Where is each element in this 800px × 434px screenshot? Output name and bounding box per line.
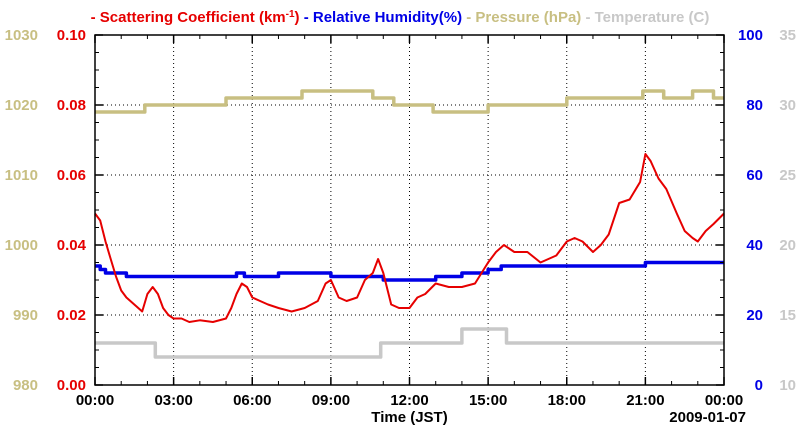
scattering-tick-label: 0.04 [57,237,87,254]
x-tick-label: 18:00 [548,392,586,409]
legend-superscript: -1 [286,9,295,20]
humidity-tick-label: 40 [746,237,763,254]
x-tick-label: 00:00 [76,392,114,409]
legend-entry: - Temperature (C) [581,9,709,26]
legend-suffix: ) [295,9,300,26]
x-tick-label: 03:00 [154,392,192,409]
pressure-tick-label: 980 [13,377,38,394]
humidity-tick-label: 80 [746,97,763,114]
date-label: 2009-01-07 [669,409,746,426]
x-tick-label: 06:00 [233,392,271,409]
axis-tick-labels: 00:00 03:00 06:00 09:00 12:00 15:00 18:00 21:00… [5,27,796,409]
x-tick-label: 15:00 [469,392,507,409]
temperature-tick-label: 30 [779,97,796,114]
humidity-tick-label: 100 [738,27,763,44]
legend-entry: - Relative Humidity(%) [300,9,463,26]
grid-lines [95,35,724,385]
humidity-tick-label: 20 [746,307,763,324]
series-temperature-c-line [95,327,724,359]
temperature-tick-label: 20 [779,237,796,254]
humidity-tick-label: 60 [746,167,763,184]
x-tick-label: 09:00 [312,392,350,409]
series-scattering-coefficient-km-1-line [94,153,725,323]
pressure-tick-label: 1000 [5,237,38,254]
temperature-tick-label: 10 [779,377,796,394]
scattering-tick-label: 0.08 [57,97,86,114]
scattering-tick-label: 0.00 [57,377,86,394]
legend-entry: - Pressure (hPa) [462,9,581,26]
legend: - Scattering Coefficient (km-1) - Relati… [91,9,710,27]
tick-marks [94,34,725,386]
scattering-tick-label: 0.10 [57,27,86,44]
series-pressure-hpa-line [95,89,724,114]
temperature-tick-label: 35 [779,27,796,44]
x-axis-title: Time (JST) [371,409,447,426]
x-tick-label: 12:00 [390,392,428,409]
scattering-tick-label: 0.06 [57,167,86,184]
scattering-tick-label: 0.02 [57,307,86,324]
plot-series [94,89,725,359]
x-tick-label: 00:00 [705,392,743,409]
x-tick-label: 21:00 [626,392,664,409]
pressure-tick-label: 1030 [5,27,38,44]
temperature-tick-label: 25 [779,167,796,184]
temperature-tick-label: 15 [779,307,796,324]
humidity-tick-label: 0 [755,377,763,394]
pressure-tick-label: 1010 [5,167,38,184]
pressure-tick-label: 1020 [5,97,38,114]
pressure-tick-label: 990 [13,307,38,324]
legend-entry: - Scattering Coefficient (km [91,9,286,26]
